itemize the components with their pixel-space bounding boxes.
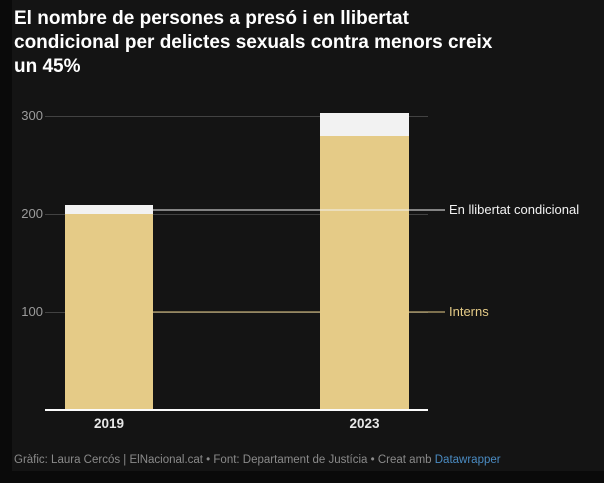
chart-title-line-3: un 45% xyxy=(14,56,81,77)
x-axis-line xyxy=(45,409,428,411)
x-axis-label-2023: 2023 xyxy=(349,416,380,431)
gridline-300 xyxy=(45,115,428,117)
chart-title-line-2: condicional per delictes sexuals contra … xyxy=(14,32,493,53)
series-label-en-llibertat-condicional: En llibertat condicional xyxy=(449,201,580,217)
bar-2019-interns[interactable] xyxy=(65,214,153,410)
y-axis-tick-300: 300 xyxy=(21,108,43,123)
bar-2023-en-llibertat-condicional[interactable] xyxy=(320,113,409,136)
chart-title-line-1: El nombre de persones a presó i en llibe… xyxy=(14,8,409,29)
series-label-interns: Interns xyxy=(449,304,489,319)
footer-credit-text: Gràfic: Laura Cercós | ElNacional.cat • … xyxy=(14,454,435,466)
y-axis-tick-200: 200 xyxy=(21,206,43,221)
chart-title: El nombre de persones a presó i en llibe… xyxy=(14,7,598,79)
bar-2023-interns[interactable] xyxy=(320,135,409,410)
chart-footer: Gràfic: Laura Cercós | ElNacional.cat • … xyxy=(14,453,501,468)
y-axis-tick-100: 100 xyxy=(21,304,43,319)
gridline-200 xyxy=(45,213,428,215)
x-axis-label-2019: 2019 xyxy=(93,416,125,431)
connector-line-interns xyxy=(153,311,445,313)
connector-line-en-llibertat-condicional xyxy=(153,208,445,211)
bar-2019-en-llibertat-condicional[interactable] xyxy=(65,205,153,214)
datawrapper-link[interactable]: Datawrapper xyxy=(434,454,501,466)
